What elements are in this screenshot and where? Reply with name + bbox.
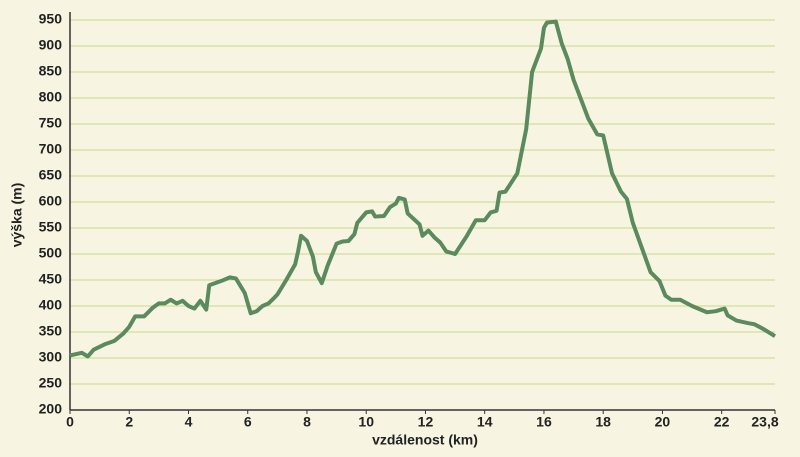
y-tick-label: 850: [39, 63, 63, 79]
x-tick-label: 0: [66, 414, 74, 430]
x-tick-label: 12: [418, 414, 434, 430]
y-tick-label: 950: [39, 11, 63, 27]
y-tick-label: 600: [39, 193, 63, 209]
x-tick-label: 14: [477, 414, 493, 430]
x-tick-label: 16: [536, 414, 552, 430]
y-tick-label: 800: [39, 89, 63, 105]
y-tick-label: 450: [39, 271, 63, 287]
x-tick-label: 4: [185, 414, 193, 430]
x-tick-label: 6: [244, 414, 252, 430]
y-tick-label: 900: [39, 37, 63, 53]
y-tick-label: 750: [39, 115, 63, 131]
x-tick-label: 23,8: [751, 414, 778, 430]
y-tick-label: 250: [39, 375, 63, 391]
y-tick-label: 700: [39, 141, 63, 157]
y-tick-label: 500: [39, 245, 63, 261]
y-tick-label: 350: [39, 323, 63, 339]
y-axis-title: výška (m): [9, 183, 25, 248]
y-tick-label: 650: [39, 167, 63, 183]
y-tick-label: 550: [39, 219, 63, 235]
x-axis-title: vzdálenost (km): [372, 432, 478, 448]
x-tick-label: 2: [125, 414, 133, 430]
x-tick-label: 18: [595, 414, 611, 430]
x-tick-label: 22: [714, 414, 730, 430]
y-tick-label: 300: [39, 349, 63, 365]
y-tick-label: 200: [39, 401, 63, 417]
elevation-line: [69, 19, 777, 359]
x-tick-label: 10: [358, 414, 374, 430]
y-tick-label: 400: [39, 297, 63, 313]
x-tick-label: 20: [655, 414, 671, 430]
x-tick-label: 8: [303, 414, 311, 430]
